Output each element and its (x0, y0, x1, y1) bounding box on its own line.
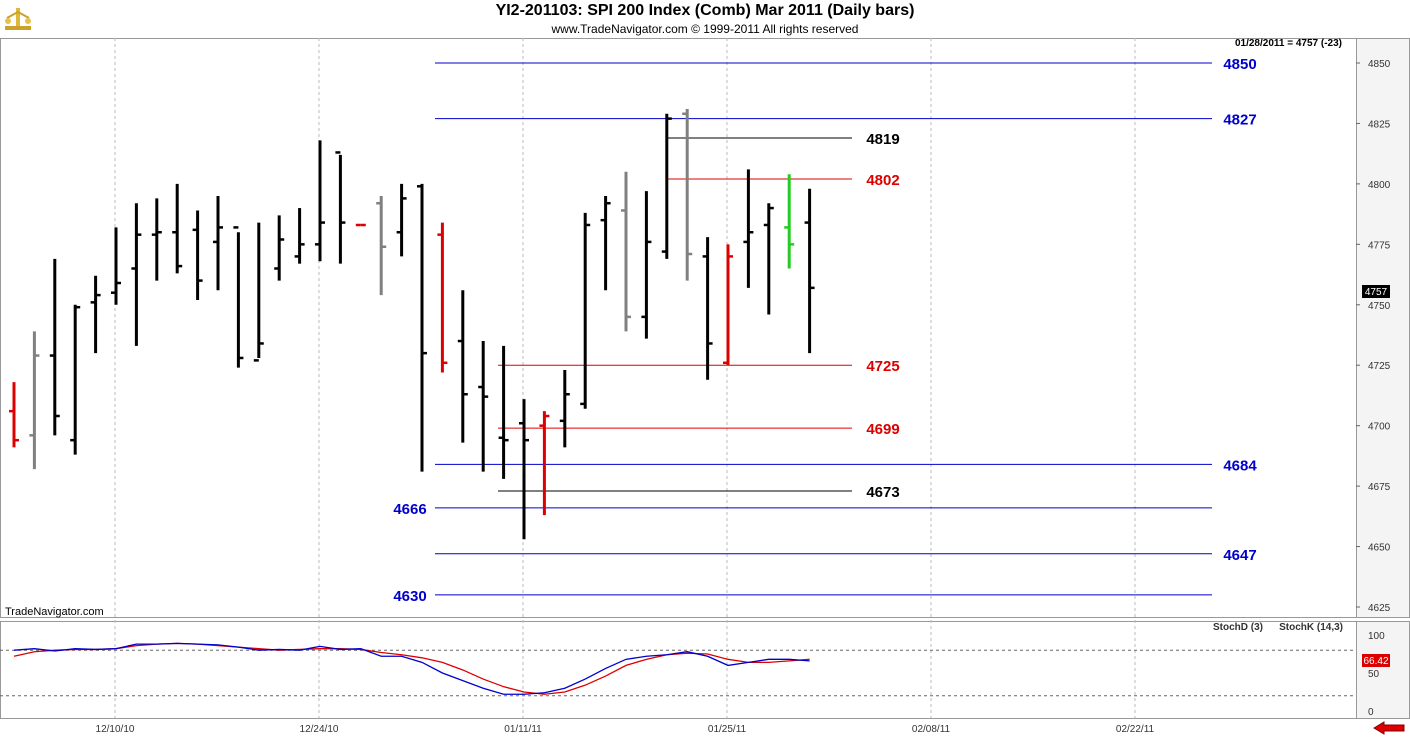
y-tick-label: 4800 (1368, 180, 1391, 191)
price-plot-area (0, 38, 1357, 618)
y-tick-label: 4750 (1368, 301, 1391, 312)
ohlc-bar (396, 183, 407, 257)
ohlc-bar (233, 226, 244, 368)
ohlc-bar (498, 345, 509, 479)
ohlc-bar (478, 341, 489, 472)
ohlc-bar (49, 258, 60, 436)
ohlc-bar (335, 151, 346, 264)
level-label: 4666 (393, 501, 426, 518)
y-tick-label: 4625 (1368, 603, 1391, 614)
stoch-series-line (13, 642, 810, 695)
legend-stochD: StochD (3) (1213, 622, 1263, 633)
ohlc-bar (702, 237, 713, 380)
y-tick-label: 4650 (1368, 543, 1391, 554)
level-label: 4673 (866, 484, 899, 501)
stoch-value-badge: 66.42 (1362, 654, 1390, 667)
chart-frame (0, 38, 1410, 719)
y-tick-label: 4675 (1368, 482, 1391, 493)
level-label: 4802 (866, 172, 899, 189)
price-axis-bg (1356, 38, 1410, 618)
level-label: 4827 (1223, 112, 1256, 129)
price-axis: 4625 4650 4675 4700 4725 4750 4775 4800 4825 4850 (1356, 59, 1391, 614)
y-tick-label: 4775 (1368, 240, 1391, 251)
chart-grid (114, 38, 1136, 718)
y-tick-label: 4825 (1368, 119, 1391, 130)
x-tick-label: 12/10/10 (96, 724, 135, 735)
ohlc-bar (315, 140, 325, 262)
level-label: 4850 (1223, 56, 1256, 73)
ohlc-bar (131, 203, 142, 346)
ohlc-bar (70, 304, 81, 455)
current-price-badge: 4757 (1362, 285, 1390, 298)
ohlc-bar (539, 411, 550, 516)
ohlc-bar (519, 399, 529, 540)
x-tick-label: 12/24/10 (300, 724, 339, 735)
ohlc-bar (417, 183, 427, 472)
ohlc-bar (90, 275, 101, 354)
level-label: 4647 (1223, 547, 1256, 564)
ohlc-bar (457, 290, 468, 443)
level-label: 4630 (393, 588, 426, 605)
x-tick-label: 02/08/11 (912, 724, 951, 735)
date-axis: 12/10/10 12/24/10 01/11/11 01/25/11 02/08/11… (96, 724, 1155, 735)
ohlc-bar (253, 222, 264, 362)
stochastic-panel: 0 50 100 StochD (3) StochK (14,3) (0, 622, 1385, 718)
chart-subtitle: www.TradeNavigator.com © 1999-2011 All r… (551, 22, 859, 36)
stoch-y-tick-label: 100 (1368, 631, 1385, 642)
ohlc-bar (111, 227, 121, 305)
y-tick-label: 4700 (1368, 422, 1391, 433)
y-tick-label: 4725 (1368, 361, 1391, 372)
ohlc-bar (723, 244, 733, 366)
svg-text:66.42: 66.42 (1363, 656, 1388, 667)
svg-text:4757: 4757 (1365, 287, 1388, 298)
ohlc-bar (804, 188, 815, 354)
ohlc-bar (580, 212, 591, 409)
chart-title: YI2-201103: SPI 200 Index (Comb) Mar 201… (495, 2, 915, 19)
stoch-series-line (13, 642, 810, 695)
y-tick-label: 4850 (1368, 59, 1391, 70)
stoch-y-tick-label: 50 (1368, 669, 1380, 680)
legend-stochK: StochK (14,3) (1279, 622, 1343, 633)
ohlc-bar (274, 215, 285, 281)
ohlc-bar (151, 198, 162, 281)
ohlc-bar (213, 195, 223, 291)
ohlc-bar (294, 208, 305, 264)
x-tick-label: 01/11/11 (504, 724, 542, 735)
ohlc-bar (376, 195, 387, 296)
ohlc-bar (743, 169, 754, 288)
price-bars (9, 108, 815, 540)
level-label: 4725 (866, 358, 899, 375)
ohlc-bar (9, 382, 19, 448)
level-label: 4819 (866, 131, 899, 148)
x-tick-label: 01/25/11 (708, 724, 747, 735)
last-bar-readout: 01/28/2011 = 4757 (-23) (1235, 38, 1342, 49)
ohlc-bar (192, 210, 203, 300)
stoch-plot-area (0, 621, 1357, 719)
ohlc-bar (559, 370, 570, 448)
ohlc-bar (621, 171, 631, 332)
level-label: 4684 (1223, 457, 1257, 474)
level-label: 4699 (866, 421, 899, 438)
x-tick-label: 02/22/11 (1116, 724, 1155, 735)
ohlc-bar (600, 195, 611, 291)
stoch-y-tick-label: 0 (1368, 707, 1374, 718)
ohlc-bar (641, 191, 652, 339)
red-left-arrow-icon[interactable] (1372, 721, 1406, 735)
ohlc-bar (763, 203, 774, 315)
ohlc-bar (682, 108, 693, 281)
ohlc-bar (437, 222, 448, 373)
watermark: TradeNavigator.com (5, 606, 104, 618)
ohlc-bar (784, 174, 795, 269)
stoch-axis-bg (1356, 621, 1410, 719)
ohlc-bar (661, 113, 672, 259)
ohlc-bar (29, 331, 40, 470)
trade-navigator-logo-icon (4, 4, 32, 32)
level-lines: 4850 4827 4819 4802 4725 4699 4684 4673 4666 4647… (393, 56, 1257, 605)
ohlc-bar (172, 183, 183, 274)
